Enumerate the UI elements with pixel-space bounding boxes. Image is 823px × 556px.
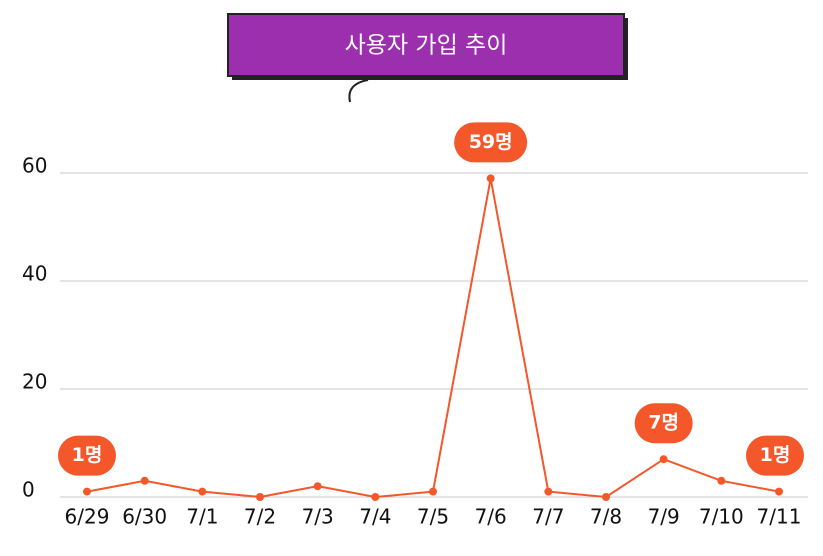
data-label: 59명 [469,131,513,153]
data-label-bubble [746,435,804,476]
data-label: 1명 [760,444,791,466]
x-tick-label: 7/8 [590,505,622,529]
x-tick-label: 6/29 [65,505,110,529]
x-tick-label: 7/6 [475,505,507,529]
point [83,487,91,496]
point [602,493,610,501]
x-tick-label: 7/11 [757,505,802,529]
y-tick-label: 60 [22,154,47,178]
data-label-bubble [634,403,693,444]
title-tail [348,79,369,103]
point [313,482,322,491]
point [659,455,668,464]
y-tick-label: 40 [22,262,47,286]
point [140,476,149,485]
point [544,487,553,496]
x-tick-label: 7/1 [186,505,218,529]
x-tick-label: 7/9 [648,505,680,529]
x-tick-label: 7/7 [532,505,564,529]
point [256,493,264,501]
y-tick-label: 20 [22,370,47,394]
point [371,493,380,501]
point [717,476,726,485]
point [486,174,495,183]
x-tick-label: 7/2 [244,505,276,529]
line [86,178,780,499]
x-tick-label: 7/5 [417,505,449,529]
data-label-bubble [58,435,116,476]
chart-title: 사용자 가입 추이 [345,33,508,59]
data-label-bubble [454,122,528,163]
y-tick-label: 0 [22,478,35,502]
x-tick-label: 7/3 [302,505,334,529]
x-tick-label: 7/4 [359,505,391,529]
title-box [227,13,625,77]
x-tick-label: 6/30 [122,505,167,529]
data-label: 7명 [648,412,679,434]
point [429,487,437,496]
data-label: 1명 [72,444,103,466]
point [198,487,207,496]
point [775,487,783,496]
x-tick-label: 7/10 [699,505,744,529]
